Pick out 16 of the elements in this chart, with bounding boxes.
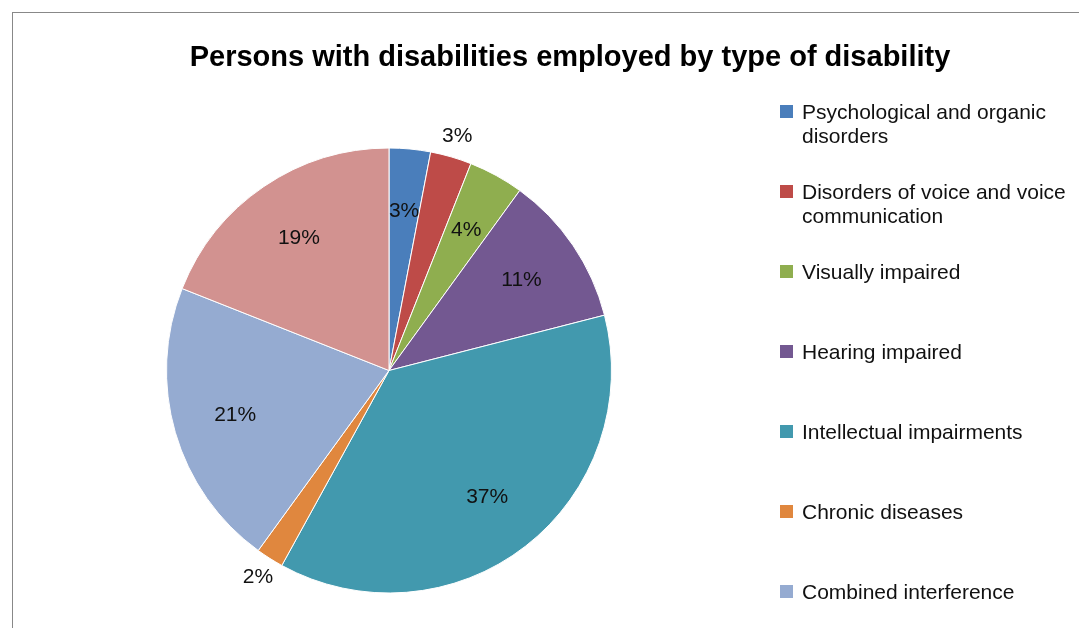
legend-label: Intellectual impairments [802, 420, 1023, 444]
legend-label: Combined interference [802, 580, 1015, 604]
legend-label: Chronic diseases [802, 500, 964, 524]
data-label: 2% [242, 563, 274, 587]
legend-label: Visually impaired [802, 260, 961, 284]
data-label: 21% [214, 401, 257, 425]
data-label: 37% [466, 483, 509, 507]
legend-label: Disorders of voice and voice communication [802, 180, 1067, 228]
data-label: 11% [501, 267, 542, 291]
data-label: 3% [442, 122, 473, 146]
legend-label: Hearing impaired [802, 340, 962, 364]
legend-label: Psychological and organic disorders [802, 100, 1047, 148]
data-label: 3% [388, 197, 420, 221]
chart-title: Persons with disabilities employed by type of disability [188, 40, 952, 73]
data-label: 19% [277, 224, 320, 248]
data-label: 4% [451, 216, 482, 240]
